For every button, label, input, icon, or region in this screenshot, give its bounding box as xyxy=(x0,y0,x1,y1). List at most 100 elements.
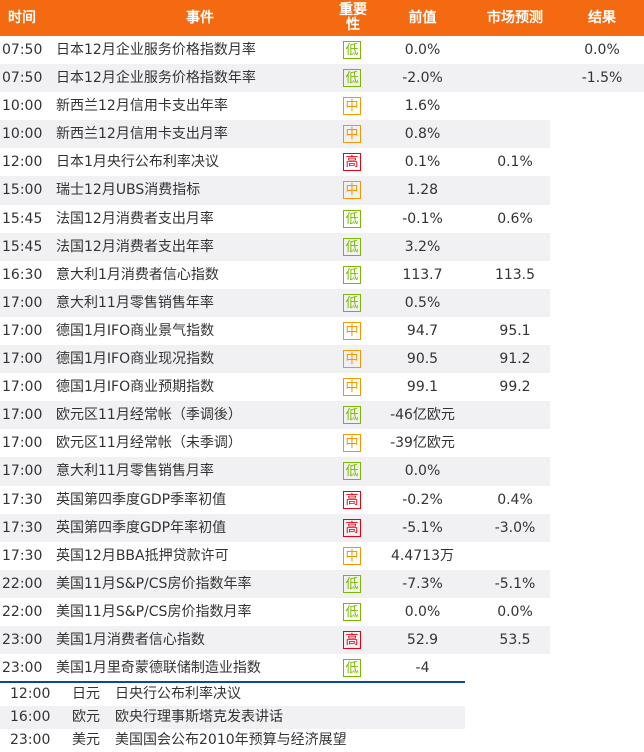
header-importance: 重要性 xyxy=(339,2,367,33)
importance-badge: 低 xyxy=(343,462,361,481)
event-time: 23:00 xyxy=(2,660,43,677)
previous-value: 1.6% xyxy=(404,98,441,115)
importance-badge: 低 xyxy=(343,41,361,59)
event-name: 意大利11月零售销售月率 xyxy=(56,463,214,480)
event-name: 英国第四季度GDP季率初值 xyxy=(56,491,227,508)
importance-badge: 中 xyxy=(343,321,361,340)
header-time: 时间 xyxy=(8,9,36,26)
importance-badge: 低 xyxy=(343,574,361,593)
importance-badge: 中 xyxy=(343,350,361,369)
forecast-value: 91.2 xyxy=(499,351,531,368)
speech-row: 16:00 欧元 欧央行理事斯塔克发表讲话 xyxy=(0,706,465,729)
speech-table: 12:00 日元 日央行公布利率决议 16:00 欧元 欧央行理事斯塔克发表讲话 2… xyxy=(0,681,465,752)
event-time: 15:45 xyxy=(2,238,43,255)
event-time: 17:00 xyxy=(2,407,43,424)
importance-badge: 低 xyxy=(343,209,361,228)
event-name: 欧元区11月经常帐（季调後） xyxy=(56,407,242,424)
row-background xyxy=(0,120,550,149)
importance-badge: 中 xyxy=(343,434,361,453)
header-forecast: 市场预测 xyxy=(487,9,543,26)
speech-event: 日央行公布利率决议 xyxy=(115,686,241,702)
previous-value: 0.5% xyxy=(404,294,441,311)
previous-value: -46亿欧元 xyxy=(390,407,455,424)
event-time: 17:00 xyxy=(2,351,43,368)
previous-value: 4.4713万 xyxy=(391,547,454,564)
forecast-value: 0.6% xyxy=(497,210,533,227)
speech-event: 美国国会公布2010年预算与经济展望 xyxy=(115,732,347,748)
event-time: 17:30 xyxy=(2,519,43,536)
event-name: 日本12月企业服务价格指数月率 xyxy=(56,42,256,58)
previous-value: -5.1% xyxy=(402,519,443,536)
forecast-value: 0.1% xyxy=(497,154,533,171)
forecast-value: 99.2 xyxy=(499,379,531,396)
previous-value: -2.0% xyxy=(402,70,443,87)
event-name: 新西兰12月信用卡支出月率 xyxy=(56,126,228,143)
previous-value: 99.1 xyxy=(406,379,439,396)
event-name: 美国1月里奇蒙德联储制造业指数 xyxy=(56,660,261,677)
event-time: 17:00 xyxy=(2,435,43,452)
forecast-value: 53.5 xyxy=(499,631,531,648)
row-background xyxy=(0,513,550,542)
row-background xyxy=(0,176,550,205)
row-background xyxy=(0,345,550,374)
importance-badge: 高 xyxy=(343,630,361,649)
speech-currency: 日元 xyxy=(72,686,100,702)
header-event: 事件 xyxy=(186,9,214,26)
previous-value: 1.28 xyxy=(406,182,439,199)
event-name: 德国1月IFO商业景气指数 xyxy=(56,322,215,339)
event-time: 15:00 xyxy=(2,182,43,199)
event-name: 日本12月企业服务价格指数年率 xyxy=(56,70,256,87)
event-time: 12:00 xyxy=(2,154,43,171)
previous-value: -7.3% xyxy=(402,575,443,592)
result-value: 0.0% xyxy=(584,42,620,58)
previous-value: 0.0% xyxy=(404,463,441,480)
event-name: 德国1月IFO商业现况指数 xyxy=(56,351,215,368)
importance-badge: 高 xyxy=(343,490,361,509)
speech-currency: 美元 xyxy=(72,732,100,748)
event-time: 23:00 xyxy=(2,631,43,648)
event-time: 10:00 xyxy=(2,126,43,143)
header-result: 结果 xyxy=(588,9,616,26)
importance-badge: 低 xyxy=(343,237,361,256)
event-time: 17:00 xyxy=(2,463,43,480)
forecast-value: -3.0% xyxy=(494,519,536,536)
importance-badge: 低 xyxy=(343,602,361,621)
event-name: 英国12月BBA抵押贷款许可 xyxy=(56,547,229,564)
importance-badge: 低 xyxy=(343,293,361,312)
event-time: 17:00 xyxy=(2,322,43,339)
forecast-value: 0.4% xyxy=(497,491,533,508)
event-name: 法国12月消费者支出年率 xyxy=(56,238,214,255)
previous-value: 0.0% xyxy=(404,42,441,58)
row-background xyxy=(0,457,550,486)
event-time: 10:00 xyxy=(2,98,43,115)
forecast-value: -5.1% xyxy=(494,575,536,592)
importance-badge: 中 xyxy=(343,97,361,116)
speech-time: 12:00 xyxy=(10,686,51,702)
speech-row: 12:00 日元 日央行公布利率决议 xyxy=(0,683,465,706)
previous-value: 0.0% xyxy=(404,603,441,620)
row-background xyxy=(0,64,644,93)
previous-value: 0.8% xyxy=(404,126,441,143)
event-time: 22:00 xyxy=(2,575,43,592)
event-time: 22:00 xyxy=(2,603,43,620)
event-time: 17:00 xyxy=(2,379,43,396)
event-time: 16:30 xyxy=(2,266,43,283)
previous-value: -4 xyxy=(415,660,430,677)
row-background xyxy=(0,569,550,598)
importance-badge: 高 xyxy=(343,518,361,537)
importance-badge: 低 xyxy=(343,659,361,678)
importance-badge: 低 xyxy=(343,69,361,88)
event-name: 英国第四季度GDP年率初值 xyxy=(56,519,227,536)
speech-currency: 欧元 xyxy=(72,709,100,725)
event-name: 法国12月消费者支出月率 xyxy=(56,210,214,227)
forecast-value: 95.1 xyxy=(499,322,531,339)
event-time: 17:00 xyxy=(2,294,43,311)
previous-value: 3.2% xyxy=(404,238,441,255)
header-previous: 前值 xyxy=(408,9,437,26)
speech-row: 23:00 美元 美国国会公布2010年预算与经济展望 xyxy=(0,729,465,752)
importance-badge: 中 xyxy=(343,125,361,144)
event-time: 07:50 xyxy=(2,42,43,58)
speech-event: 欧央行理事斯塔克发表讲话 xyxy=(115,709,283,725)
event-name: 新西兰12月信用卡支出年率 xyxy=(56,98,228,115)
row-background xyxy=(0,232,550,261)
